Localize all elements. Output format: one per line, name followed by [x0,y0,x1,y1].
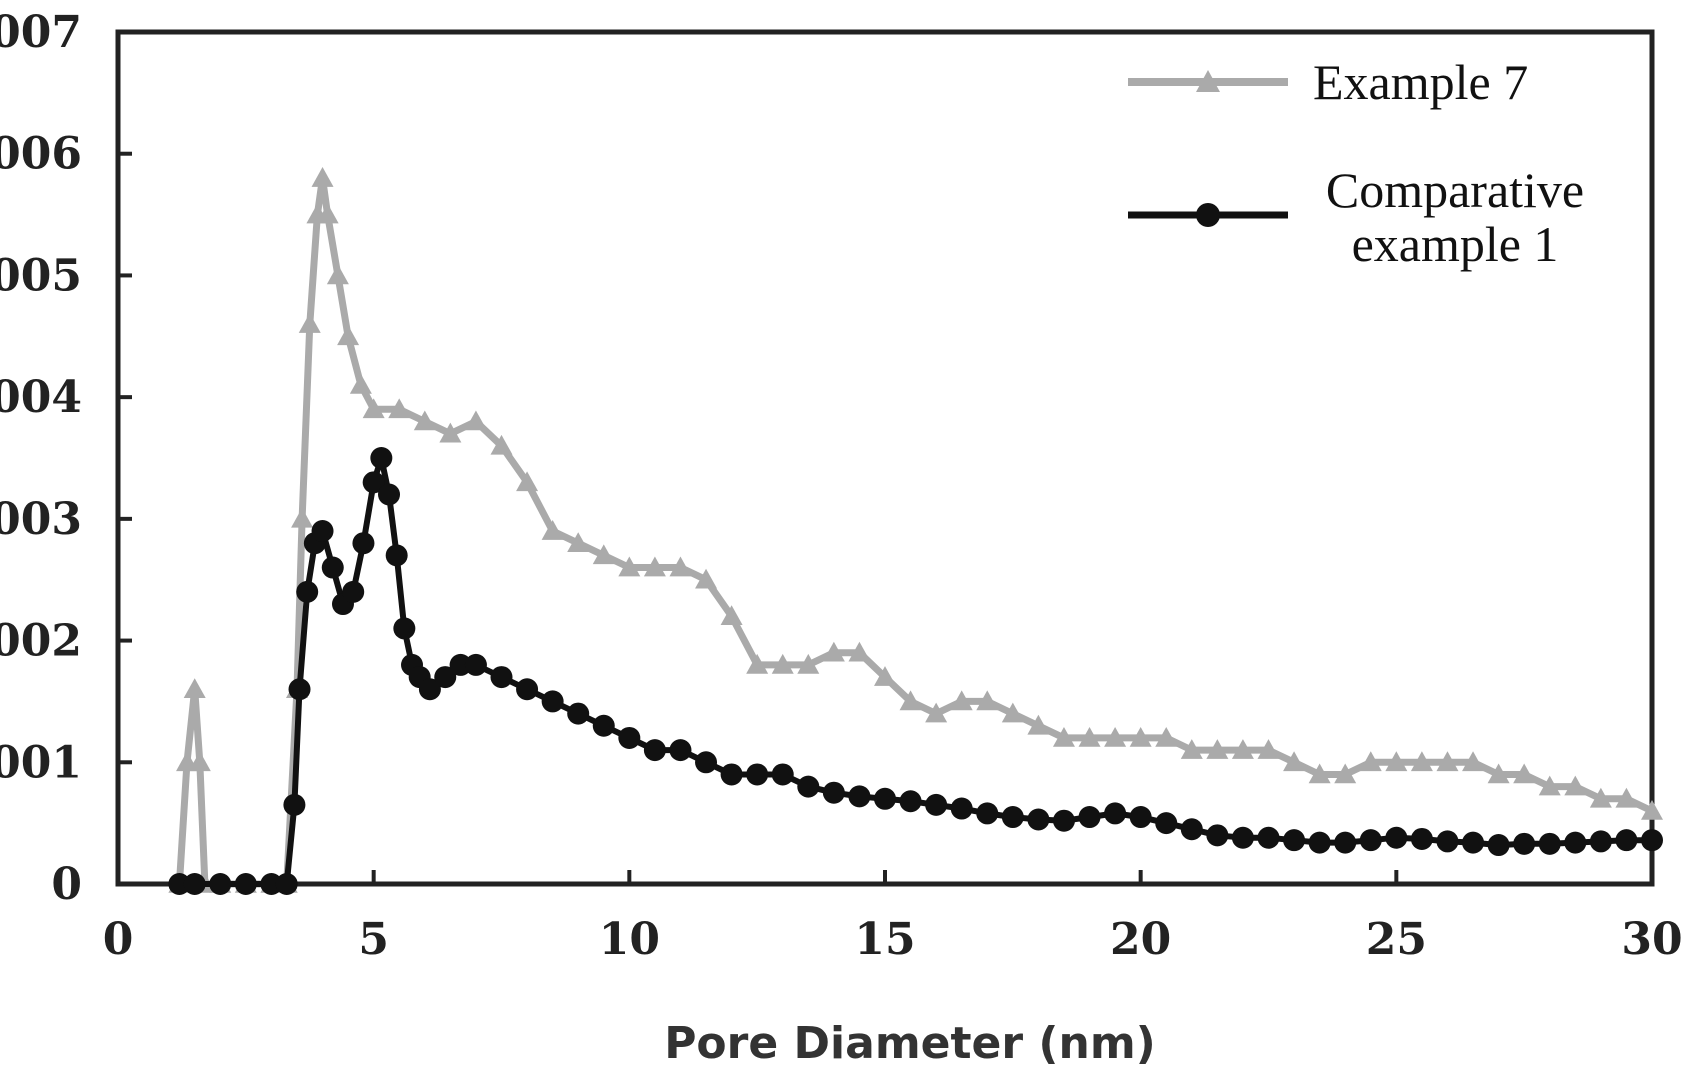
data-point [695,751,717,773]
data-point [312,520,334,542]
data-point [1513,833,1535,855]
x-tick-label: 0 [103,914,134,965]
data-point [567,703,589,725]
data-point [1206,824,1228,846]
series-line [179,178,1652,884]
data-point [1436,830,1458,852]
data-point [1411,828,1433,850]
data-point [1155,812,1177,834]
y-tick-label: 002 [0,616,82,667]
data-point [1462,832,1484,854]
data-point [1564,832,1586,854]
y-tick-label: 007 [0,7,82,58]
y-tick-label: 0 [51,859,82,910]
data-point [1539,833,1561,855]
data-point [644,739,666,761]
data-point [669,739,691,761]
data-point [874,788,896,810]
data-point [1488,834,1510,856]
y-tick-label: 003 [0,494,82,545]
data-point [925,794,947,816]
x-tick-label: 5 [358,914,389,965]
data-point [337,325,359,345]
legend: Example 7 Comparativeexample 1 [1128,54,1584,272]
data-point [797,776,819,798]
data-point [352,532,374,554]
data-point [235,873,257,895]
data-point [542,690,564,712]
data-point [1130,806,1152,828]
legend-entry: Comparativeexample 1 [1128,162,1584,272]
x-tick-label: 25 [1366,914,1427,965]
data-point [721,763,743,785]
data-point [296,581,318,603]
data-point [465,654,487,676]
data-point [1615,829,1637,851]
series-2 [168,447,1663,895]
data-point [976,802,998,824]
y-tick-label: 004 [0,372,82,423]
data-point [848,785,870,807]
data-point [327,264,349,284]
data-point [312,167,334,187]
data-point [823,782,845,804]
data-point [1258,827,1280,849]
data-point [1002,806,1024,828]
data-point [772,763,794,785]
data-point [746,763,768,785]
data-point [491,666,513,688]
data-point [618,727,640,749]
data-point [951,798,973,820]
data-point [291,508,313,528]
x-tick-label: 20 [1110,914,1171,965]
x-axis-label: Pore Diameter (nm) [664,1018,1156,1069]
data-point [209,873,231,895]
data-point [350,374,372,394]
legend-entry: Example 7 [1128,54,1528,110]
data-point [1181,818,1203,840]
data-point [370,447,392,469]
x-tick-label: 15 [854,914,915,965]
legend-marker [1196,203,1220,227]
data-point [1360,829,1382,851]
series-layer [168,167,1663,895]
data-point [386,544,408,566]
data-point [593,715,615,737]
x-tick-label: 30 [1621,914,1682,965]
data-point [1641,829,1663,851]
data-point [1385,827,1407,849]
data-point [1309,832,1331,854]
data-point [1232,827,1254,849]
data-point [299,313,321,333]
legend-label: Comparativeexample 1 [1326,162,1584,272]
data-point [1283,829,1305,851]
y-tick-label: 005 [0,250,82,301]
x-tick-label: 10 [599,914,660,965]
data-point [184,873,206,895]
data-point [1027,808,1049,830]
data-point [378,484,400,506]
data-point [342,581,364,603]
data-point [516,678,538,700]
data-point [393,617,415,639]
legend-label: Example 7 [1313,54,1528,110]
data-point [184,678,206,698]
data-point [1590,830,1612,852]
data-point [289,678,311,700]
data-point [322,557,344,579]
data-point [276,873,298,895]
y-tick-label: 001 [0,737,82,788]
data-point [1334,832,1356,854]
data-point [900,790,922,812]
data-point [1053,810,1075,832]
ticks-layer: 0 5 10 15 20 25 30 0 001 002 003 004 005 006 007 [0,7,1683,965]
y-tick-label: 006 [0,129,82,180]
data-point [1079,806,1101,828]
series-line [179,458,1652,884]
data-point [1104,802,1126,824]
data-point [465,410,487,430]
data-point [283,794,305,816]
